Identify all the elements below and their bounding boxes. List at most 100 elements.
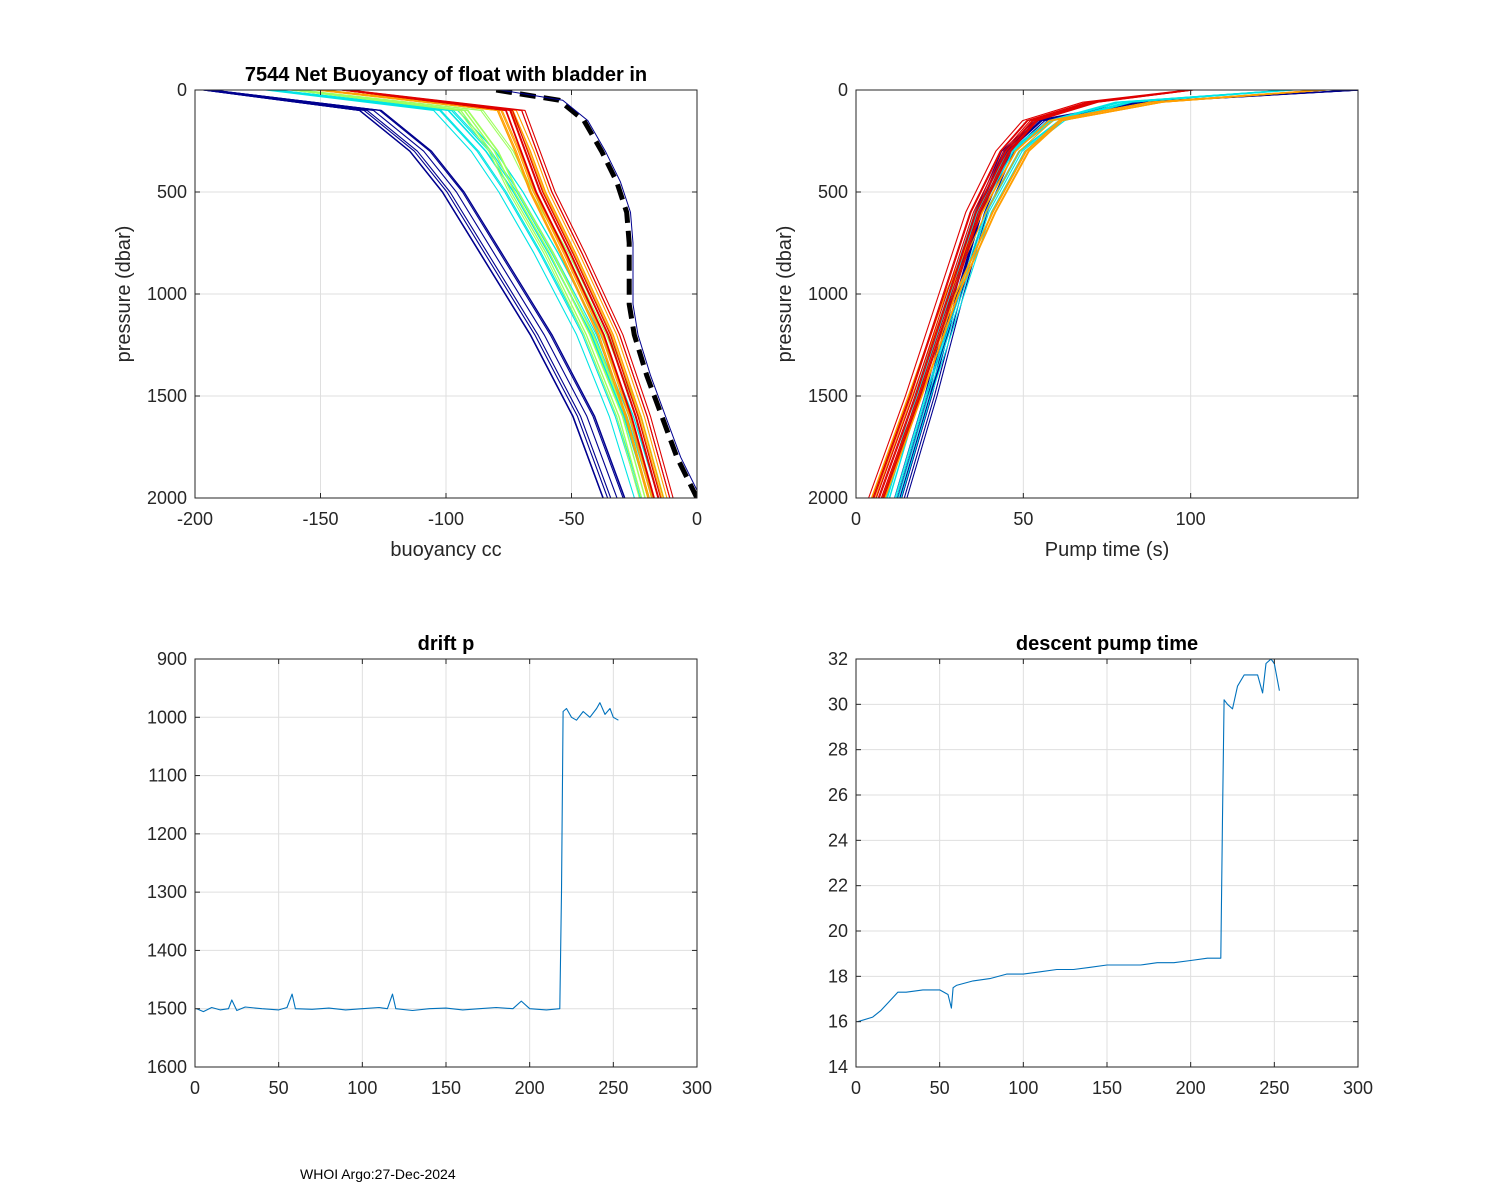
series-group <box>202 90 697 498</box>
y-tick-label: 14 <box>828 1057 848 1077</box>
series-line <box>343 90 660 498</box>
y-axis-label: pressure (dbar) <box>113 226 135 363</box>
y-tick-label: 2000 <box>147 488 187 508</box>
y-tick-label: 1000 <box>147 707 187 727</box>
series-line <box>499 90 697 492</box>
x-tick-label: 300 <box>1343 1078 1373 1098</box>
y-axis-label: pressure (dbar) <box>774 226 796 363</box>
x-tick-label: 50 <box>930 1078 950 1098</box>
series-line <box>878 90 1192 498</box>
series-line <box>211 90 626 498</box>
series-line <box>323 90 668 498</box>
y-tick-label: 1500 <box>808 386 848 406</box>
ticks: -200 -150 -100 -50 0 0 500 1000 1500 2000 <box>147 80 702 529</box>
y-tick-label: 18 <box>828 966 848 986</box>
y-tick-label: 1500 <box>147 386 187 406</box>
series-line <box>206 90 612 498</box>
x-tick-label: 250 <box>1259 1078 1289 1098</box>
series-line <box>347 90 671 498</box>
y-tick-label: 30 <box>828 694 848 714</box>
series-line <box>342 90 659 498</box>
x-tick-label: 100 <box>1008 1078 1038 1098</box>
series-line <box>208 90 618 498</box>
series-line <box>321 90 663 498</box>
y-tick-label: 16 <box>828 1012 848 1032</box>
series-line <box>211 90 624 498</box>
x-tick-label: 100 <box>1176 509 1206 529</box>
y-tick-label: 1600 <box>147 1057 187 1077</box>
chart-title: descent pump time <box>1016 633 1198 655</box>
y-tick-label: 0 <box>838 80 848 100</box>
x-tick-label: 50 <box>269 1078 289 1098</box>
x-tick-label: 150 <box>1092 1078 1122 1098</box>
series-line <box>495 90 697 498</box>
x-axis-label: Pump time (s) <box>1045 539 1169 561</box>
x-tick-label: -100 <box>428 509 464 529</box>
pumpdescent-chart: 0 50 100 150 200 250 300 14 16 18 20 22 24 26 28 30 32 de… <box>828 633 1373 1098</box>
series-line <box>341 90 655 498</box>
ticks: 0 50 100 150 200 250 300 900 1000 1100 1200 1300 140… <box>147 649 712 1098</box>
y-tick-label: 1000 <box>147 284 187 304</box>
footer-text: WHOI Argo:27-Dec-2024 <box>300 1166 456 1182</box>
y-tick-label: 0 <box>177 80 187 100</box>
series-line <box>875 90 1191 498</box>
series-line <box>203 90 604 498</box>
x-axis-label: buoyancy cc <box>390 539 501 561</box>
y-tick-label: 20 <box>828 921 848 941</box>
y-tick-label: 22 <box>828 876 848 896</box>
series-line <box>271 90 650 498</box>
series-line <box>871 90 1322 498</box>
series-line <box>290 90 640 498</box>
x-tick-label: 300 <box>682 1078 712 1098</box>
series-group <box>196 702 619 1013</box>
x-tick-label: 200 <box>515 1078 545 1098</box>
series-line <box>317 90 653 498</box>
series-line <box>349 90 674 498</box>
y-tick-label: 1100 <box>148 766 187 786</box>
series-line <box>265 90 635 498</box>
y-tick-label: 32 <box>828 649 848 669</box>
series-line <box>196 702 619 1013</box>
buoyancy-chart: -200 -150 -100 -50 0 0 500 1000 1500 2000 7544 Net… <box>113 64 702 561</box>
series-group <box>868 90 1358 498</box>
series-line <box>292 90 646 498</box>
y-tick-label: 2000 <box>808 488 848 508</box>
x-tick-label: 200 <box>1176 1078 1206 1098</box>
series-line <box>204 90 609 498</box>
series-line <box>315 90 649 498</box>
x-tick-label: -50 <box>558 509 584 529</box>
y-tick-label: 28 <box>828 740 848 760</box>
x-tick-label: 50 <box>1013 509 1033 529</box>
y-tick-label: 1500 <box>147 999 187 1019</box>
series-line <box>317 90 654 498</box>
y-tick-label: 24 <box>828 830 848 850</box>
series-group <box>857 659 1280 1023</box>
y-tick-label: 26 <box>828 785 848 805</box>
x-tick-label: 100 <box>347 1078 377 1098</box>
y-tick-label: 500 <box>157 182 187 202</box>
series-line <box>897 90 1294 498</box>
series-line <box>291 90 642 498</box>
series-line <box>316 90 650 498</box>
series-line <box>344 90 662 498</box>
x-tick-label: -150 <box>302 509 338 529</box>
x-tick-label: 150 <box>431 1078 461 1098</box>
series-line <box>883 90 1194 498</box>
x-tick-label: 0 <box>692 509 702 529</box>
series-line <box>872 90 1190 498</box>
series-line <box>857 659 1280 1023</box>
y-tick-label: 1400 <box>147 940 187 960</box>
chart-title: drift p <box>418 633 475 655</box>
chart-title: 7544 Net Buoyancy of float with bladder … <box>245 64 647 86</box>
series-line <box>883 90 1327 498</box>
y-tick-label: 1000 <box>808 284 848 304</box>
y-tick-label: 500 <box>818 182 848 202</box>
x-tick-label: 0 <box>190 1078 200 1098</box>
x-tick-label: 0 <box>851 509 861 529</box>
y-tick-label: 1200 <box>147 824 187 844</box>
x-tick-label: 0 <box>851 1078 861 1098</box>
x-tick-label: -200 <box>177 509 213 529</box>
